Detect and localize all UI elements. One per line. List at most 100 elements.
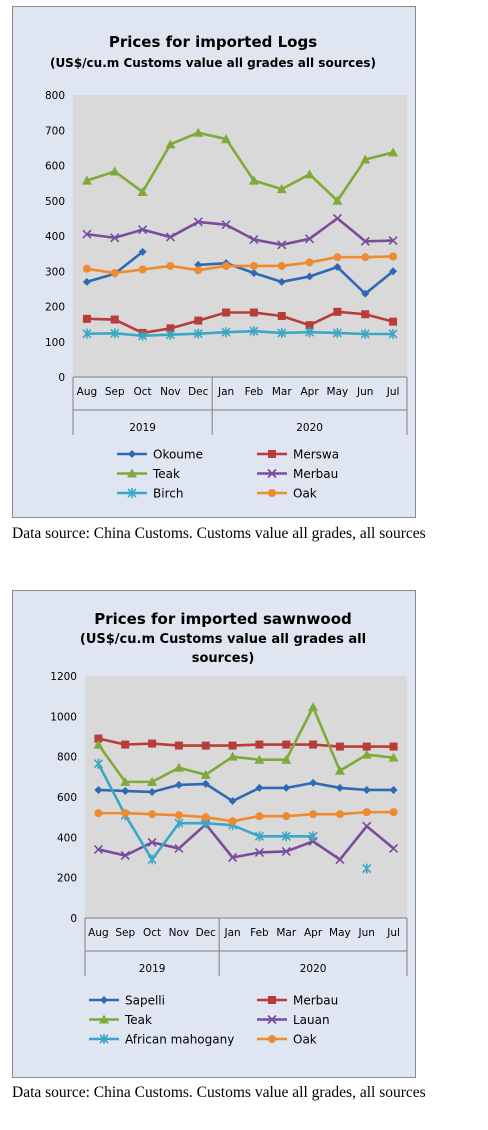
sawnwood-series-sapelli-point	[282, 783, 291, 792]
logs-y-tick-label: 500	[45, 196, 65, 208]
sawnwood-series-oak-point	[335, 810, 344, 819]
sawnwood-plot-area	[85, 676, 407, 918]
sawnwood-series-merbau-point	[201, 741, 210, 750]
sawnwood-legend-lauan: Lauan	[257, 1013, 330, 1027]
logs-series-merswa-line	[86, 310, 394, 335]
logs-series-merswa-point	[333, 307, 342, 316]
sawnwood-series-sapelli	[94, 778, 398, 806]
logs-legend-teak-swatch-marker	[127, 468, 137, 478]
logs-y-tick-label: 200	[45, 302, 65, 314]
sawnwood-legend-oak-label: Oak	[293, 1033, 317, 1047]
sawnwood-legend-oak-swatch-marker	[268, 1035, 276, 1043]
sawnwood-series-african-mahogany-point	[147, 854, 157, 865]
logs-x-tick-label: Jan	[217, 386, 234, 398]
sawnwood-series-african-mahogany-point	[174, 818, 184, 829]
sawnwood-legend-teak: Teak	[89, 1013, 152, 1027]
logs-y-tick-label: 800	[45, 90, 65, 102]
sawnwood-series-merbau-point	[362, 742, 371, 751]
sawnwood-price-chart: Prices for imported sawnwood (US$/cu.m Cu…	[50, 610, 408, 1047]
sawnwood-y-tick-label: 800	[57, 752, 77, 764]
sawnwood-series-sapelli-point	[389, 785, 398, 794]
logs-year-label-2020: 2020	[296, 422, 323, 434]
logs-x-tick-label: Dec	[188, 386, 209, 398]
sawnwood-series-lauan-point	[335, 854, 345, 865]
logs-series-birch	[82, 326, 398, 341]
logs-series-teak-point	[81, 175, 92, 185]
logs-series-birch-line	[86, 329, 394, 338]
logs-series-merbau-point	[193, 217, 203, 227]
sawnwood-series-sapelli-point	[335, 783, 344, 792]
sawnwood-series-lauan-point	[228, 852, 238, 863]
sawnwood-year-label-2019: 2019	[139, 963, 166, 975]
sawnwood-y-tick-label: 0	[70, 913, 77, 925]
logs-year-label-2019: 2019	[129, 422, 156, 434]
sawnwood-series-teak-point	[388, 752, 399, 762]
logs-series-merbau-point	[221, 220, 231, 230]
sawnwood-x-tick-label: Feb	[250, 927, 269, 939]
sawnwood-chart-panel: Prices for imported sawnwood (US$/cu.m Cu…	[12, 590, 416, 1078]
sawnwood-x-tick-label: Oct	[143, 927, 161, 939]
sawnwood-chart-subtitle-line-1: (US$/cu.m Customs value all grades all	[80, 632, 366, 647]
sawnwood-legend-merbau-label: Merbau	[293, 994, 338, 1008]
logs-series-oak-point	[222, 261, 231, 270]
sawnwood-series-oak-line	[98, 810, 394, 823]
logs-series-okoume-point	[82, 277, 91, 286]
logs-series-birch-point	[249, 326, 259, 337]
sawnwood-series-merbau-point	[121, 740, 130, 749]
logs-series-okoume-point	[277, 277, 286, 286]
sawnwood-year-label-2020: 2020	[300, 963, 327, 975]
logs-plot-area	[73, 95, 407, 377]
sawnwood-series-teak-point	[254, 754, 265, 764]
logs-series-merswa-point	[249, 308, 258, 317]
sawnwood-series-teak-line	[97, 705, 394, 784]
sawnwood-series-african-mahogany-point	[362, 863, 372, 874]
sawnwood-series-teak-point	[361, 749, 372, 759]
logs-series-oak-point	[361, 253, 370, 262]
sawnwood-series-merbau-line	[98, 737, 394, 748]
sawnwood-y-tick-label: 1200	[50, 671, 77, 683]
sawnwood-series-teak-point	[173, 762, 184, 772]
sawnwood-legend-sapelli-swatch-marker	[100, 996, 108, 1004]
sawnwood-x-tick-label: Nov	[169, 927, 190, 939]
logs-series-okoume-point	[138, 247, 147, 256]
sawnwood-series-merbau-point	[94, 734, 103, 743]
sawnwood-chart-subtitle-line-2: sources)	[192, 651, 255, 666]
sawnwood-legend-african-mahogany-swatch-marker	[99, 1034, 109, 1044]
logs-y-tick-label: 400	[45, 231, 65, 243]
sawnwood-series-sapelli-line	[98, 781, 394, 803]
logs-chart-title: Prices for imported Logs	[109, 33, 317, 51]
sawnwood-x-tick-label: Sep	[115, 927, 135, 939]
sawnwood-series-oak-point	[121, 809, 130, 818]
logs-series-teak-point	[137, 186, 148, 196]
sawnwood-series-african-mahogany-point	[254, 831, 264, 842]
logs-legend-oak: Oak	[257, 487, 317, 501]
logs-x-tick-label: Jul	[386, 386, 400, 398]
logs-x-tick-label: Jun	[356, 386, 373, 398]
sawnwood-series-oak-point	[174, 811, 183, 820]
sawnwood-series-african-mahogany-point	[308, 831, 318, 842]
logs-series-merswa-point	[389, 317, 398, 326]
logs-series-oak-point	[138, 265, 147, 274]
logs-series-birch-point	[388, 328, 398, 339]
sawnwood-series-sapelli-point	[148, 787, 157, 796]
logs-series-merswa-point	[305, 321, 314, 330]
logs-legend-oak-swatch-marker	[268, 489, 276, 497]
logs-y-tick-label: 0	[58, 372, 65, 384]
logs-legend-teak: Teak	[117, 467, 180, 481]
logs-series-merbau-point	[305, 234, 315, 244]
logs-series-teak-point	[165, 139, 176, 149]
sawnwood-series-lauan-point	[174, 843, 184, 853]
sawnwood-legend-african-mahogany: African mahogany	[89, 1033, 234, 1047]
logs-series-teak-line	[86, 131, 394, 203]
logs-series-teak-point	[109, 166, 120, 176]
logs-series-teak-point	[360, 154, 371, 164]
sawnwood-series-oak-point	[228, 817, 237, 826]
sawnwood-x-tick-label: Jan	[223, 927, 240, 939]
logs-series-merbau-point	[110, 233, 120, 243]
sawnwood-series-merbau-point	[255, 740, 264, 749]
logs-series-birch-point	[221, 327, 231, 338]
logs-x-tick-label: Sep	[105, 386, 125, 398]
sawnwood-series-teak	[93, 702, 399, 786]
logs-series-birch-point	[332, 327, 342, 338]
logs-series-oak-point	[82, 264, 91, 273]
